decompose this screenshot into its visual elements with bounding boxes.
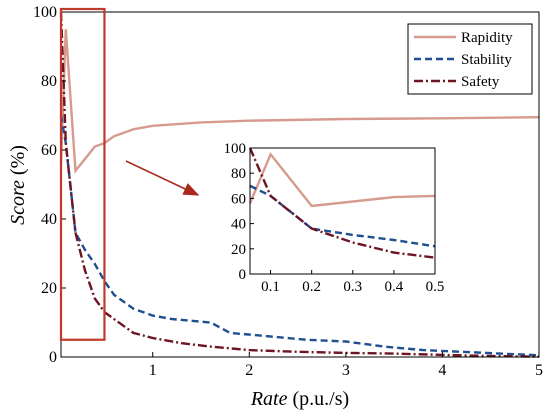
x-axis-label: Rate (p.u./s) [250,388,349,410]
y-tick-label: 40 [41,211,57,228]
y-axis-label: Score (%) [7,145,29,225]
inset-x-tick-label: 0.5 [426,279,445,295]
inset-x-tick-label: 0.2 [302,279,321,295]
inset-y-tick-label: 40 [231,217,246,233]
inset-x-tick-label: 0.3 [343,279,362,295]
y-tick-label: 100 [33,4,57,21]
x-tick-label: 2 [245,362,253,379]
x-tick-label: 3 [342,362,350,379]
zoom-arrow [125,160,200,196]
series-line-safety [59,11,540,358]
inset-x-tick-label: 0.4 [385,279,404,295]
y-tick-label: 20 [41,280,57,297]
inset-x-tick-label: 0.1 [261,279,280,295]
series-line-rapidity [59,29,540,174]
inset-series-line-stability [249,184,436,248]
main-series-group [59,11,540,358]
x-tick-label: 1 [149,362,157,379]
legend-label-safety: Safety [461,74,500,90]
x-tick-label: 4 [438,362,446,379]
inset-frame [249,147,436,275]
inset-y-tick-label: 20 [231,242,246,258]
inset-y-tick-label: 80 [231,166,246,182]
inset-series-line-safety [248,147,436,259]
main-ticks-group: 1 2 3 4 5 0 20 40 60 80 100 [33,4,543,379]
x-tick-label: 5 [535,362,543,379]
inset-series-line-rapidity [248,151,436,208]
inset-series-group [248,147,436,259]
inset-y-tick-label: 60 [231,191,246,207]
inset-ticks-group: 0.1 0.2 0.3 0.4 0.5 0 20 40 60 80 100 [224,141,445,295]
legend-label-rapidity: Rapidity [461,30,513,46]
highlight-box [59,7,106,341]
y-tick-label: 80 [41,73,57,90]
inset-y-tick-label: 0 [239,267,247,283]
y-tick-label: 0 [49,349,57,366]
y-tick-label: 60 [41,142,57,159]
inset-y-tick-label: 100 [224,141,247,157]
inset-background [250,148,435,274]
legend-label-stability: Stability [461,52,512,68]
legend: Rapidity Stability Safety [407,23,533,95]
